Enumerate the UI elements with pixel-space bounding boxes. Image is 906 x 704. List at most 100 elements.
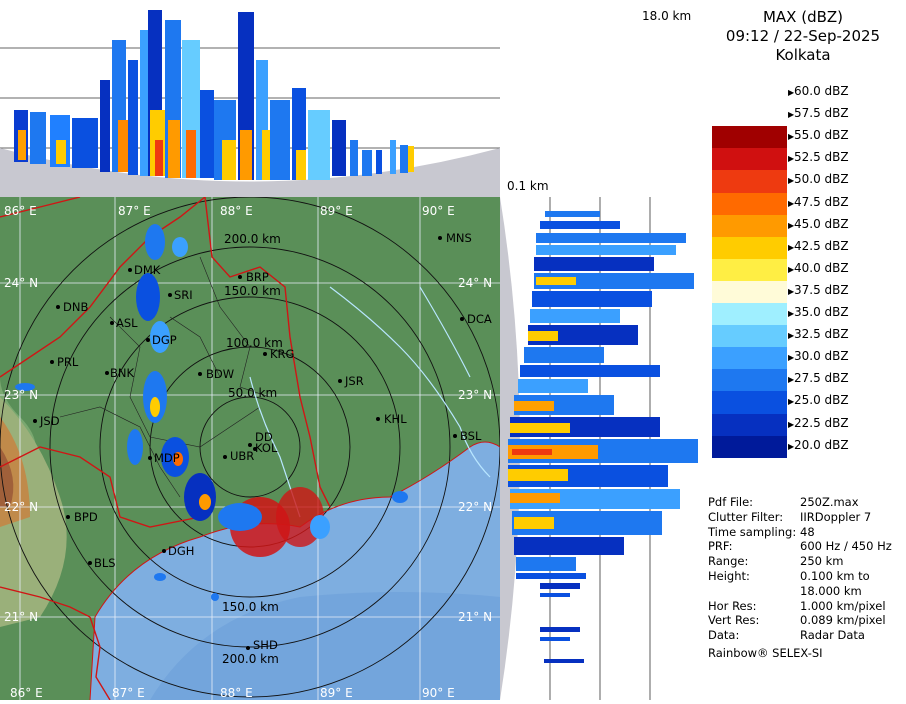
height-bottom-label: 0.1 km bbox=[507, 179, 549, 193]
metadata-value: 600 Hz / 450 Hz bbox=[800, 539, 892, 554]
svg-text:JSD: JSD bbox=[39, 414, 60, 428]
svg-text:BRP: BRP bbox=[246, 270, 269, 284]
state-boundaries bbox=[0, 197, 331, 700]
legend-label: 27.5 dBZ bbox=[794, 371, 849, 386]
legend-label: 22.5 dBZ bbox=[794, 415, 849, 430]
metadata-key: PRF: bbox=[708, 539, 733, 554]
legend-tick-icon: ▶ bbox=[788, 375, 795, 385]
legend-swatch bbox=[712, 325, 787, 348]
svg-text:DMK: DMK bbox=[134, 263, 161, 277]
footer-credit: Rainbow® SELEX-SI bbox=[708, 646, 823, 660]
legend-label: 42.5 dBZ bbox=[794, 238, 849, 253]
legend-tick-icon: ▶ bbox=[788, 441, 795, 451]
side-cross-section-plot bbox=[500, 197, 700, 700]
metadata-value: 0.089 km/pixel bbox=[800, 613, 886, 628]
svg-text:89° E: 89° E bbox=[320, 686, 353, 700]
legend-tick-icon: ▶ bbox=[788, 264, 795, 274]
svg-text:KRG: KRG bbox=[270, 347, 294, 361]
legend-swatch bbox=[712, 391, 787, 414]
metadata-row: Data: Radar Data bbox=[708, 628, 865, 642]
legend-label: 40.0 dBZ bbox=[794, 260, 849, 275]
legend-swatch bbox=[712, 369, 787, 392]
color-legend: ▶ 60.0 dBZ ▶ 57.5 dBZ ▶ 55.0 dBZ ▶ 52.5 dBZ ▶ 50.… bbox=[700, 78, 906, 459]
info-panel: MAX (dBZ) 09:12 / 22-Sep-2025 Kolkata ▶ 6… bbox=[700, 0, 906, 700]
legend-swatch bbox=[712, 82, 787, 105]
svg-text:88° E: 88° E bbox=[220, 204, 253, 218]
svg-text:24° N: 24° N bbox=[4, 276, 38, 290]
svg-text:88° E: 88° E bbox=[220, 686, 253, 700]
legend-label: 55.0 dBZ bbox=[794, 128, 849, 143]
legend-swatch bbox=[712, 104, 787, 127]
legend-label: 37.5 dBZ bbox=[794, 282, 849, 297]
metadata-key: Time sampling: bbox=[708, 524, 797, 539]
metadata-value: IIRDoppler 7 bbox=[800, 509, 872, 524]
svg-text:DGH: DGH bbox=[168, 544, 194, 558]
metadata-value: 250 km bbox=[800, 554, 844, 569]
top-cross-section-plot bbox=[0, 0, 500, 197]
legend-label: 20.0 dBZ bbox=[794, 437, 849, 452]
metadata-value: 18.000 km bbox=[800, 583, 862, 598]
metadata-row: Hor Res: 1.000 km/pixel bbox=[708, 599, 886, 613]
svg-text:DGP: DGP bbox=[152, 333, 177, 347]
svg-text:21° N: 21° N bbox=[4, 610, 38, 624]
svg-text:BDW: BDW bbox=[206, 367, 234, 381]
metadata-key: Vert Res: bbox=[708, 613, 760, 628]
legend-swatch bbox=[712, 435, 787, 459]
legend-swatch bbox=[712, 258, 787, 282]
legend-swatch bbox=[712, 413, 787, 437]
metadata-key: Range: bbox=[708, 554, 749, 569]
side-cross-section-panel bbox=[500, 197, 700, 700]
metadata-key: Pdf File: bbox=[708, 495, 754, 509]
svg-text:MDP: MDP bbox=[154, 451, 180, 465]
top-earth-curvature bbox=[0, 148, 500, 197]
metadata-key: Clutter Filter: bbox=[708, 509, 784, 524]
graticule-labels: 86° E 87° E 88° E 89° E 90° E 24° N 24° N 23°… bbox=[4, 204, 492, 700]
district-boundaries bbox=[59, 256, 271, 498]
svg-text:22° N: 22° N bbox=[458, 500, 492, 514]
radar-map: 200.0 km 150.0 km 100.0 km 50.0 km 150.0… bbox=[0, 197, 500, 700]
metadata-key: Data: bbox=[708, 628, 740, 643]
ring-label-150-top: 150.0 km bbox=[224, 284, 281, 298]
svg-text:89° E: 89° E bbox=[320, 204, 353, 218]
legend-label: 60.0 dBZ bbox=[794, 84, 849, 98]
metadata-row: Vert Res: 0.089 km/pixel bbox=[708, 613, 886, 627]
svg-text:87° E: 87° E bbox=[118, 204, 151, 218]
legend-label: 47.5 dBZ bbox=[794, 194, 849, 209]
svg-text:DNB: DNB bbox=[63, 300, 88, 314]
metadata-row: Range: 250 km bbox=[708, 554, 843, 568]
legend-swatch bbox=[712, 236, 787, 260]
legend-tick-icon: ▶ bbox=[788, 397, 795, 407]
side-echo-rows bbox=[508, 211, 698, 663]
svg-text:MNS: MNS bbox=[446, 231, 472, 245]
legend-label: 52.5 dBZ bbox=[794, 150, 849, 165]
ring-label-50-top: 50.0 km bbox=[228, 386, 277, 400]
svg-text:KOL: KOL bbox=[255, 441, 278, 455]
legend-tick-icon: ▶ bbox=[788, 419, 795, 429]
station-label: Kolkata bbox=[775, 46, 831, 64]
legend-tick-icon: ▶ bbox=[788, 220, 795, 230]
svg-text:KHL: KHL bbox=[384, 412, 407, 426]
svg-text:DD: DD bbox=[255, 430, 273, 444]
svg-text:22° N: 22° N bbox=[4, 500, 38, 514]
legend-label: 35.0 dBZ bbox=[794, 305, 849, 319]
legend-tick-icon: ▶ bbox=[788, 88, 795, 97]
metadata-row: Time sampling: 48 bbox=[708, 525, 815, 539]
ring-label-100-top: 100.0 km bbox=[226, 336, 283, 350]
ring-label-150-bottom: 150.0 km bbox=[222, 600, 279, 614]
legend-tick-icon: ▶ bbox=[788, 154, 795, 164]
svg-text:87° E: 87° E bbox=[112, 686, 145, 700]
svg-text:BNK: BNK bbox=[110, 366, 134, 380]
legend-swatch bbox=[712, 126, 787, 149]
legend-tick-icon: ▶ bbox=[788, 176, 795, 186]
legend-label: 50.0 dBZ bbox=[794, 172, 849, 187]
legend-label: 25.0 dBZ bbox=[794, 393, 849, 408]
legend-swatch bbox=[712, 192, 787, 216]
legend-label: 30.0 dBZ bbox=[794, 349, 849, 364]
metadata-value: 250Z.max bbox=[800, 495, 859, 509]
legend-tick-icon: ▶ bbox=[788, 309, 795, 318]
svg-text:23° N: 23° N bbox=[4, 388, 38, 402]
product-title: MAX (dBZ) bbox=[762, 8, 844, 26]
legend-swatch bbox=[712, 148, 787, 171]
ring-label-200-top: 200.0 km bbox=[224, 232, 281, 246]
metadata-row: PRF: 600 Hz / 450 Hz bbox=[708, 539, 892, 553]
